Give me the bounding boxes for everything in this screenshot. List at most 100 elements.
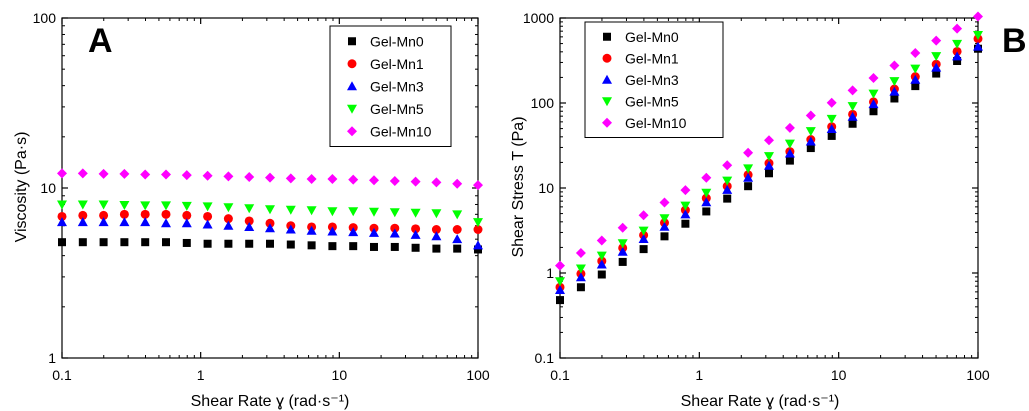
data-point [78,238,87,247]
data-point [555,285,565,295]
data-point [763,160,774,170]
data-point [723,194,732,203]
data-point [120,238,129,247]
legend-marker [602,74,612,84]
data-point [474,245,482,254]
data-point [868,89,879,99]
data-point [161,209,171,219]
y-tick-label: 100 [33,10,57,26]
x-axis-title-a: Shear Rate ɣ (rad·s⁻¹) [191,393,350,410]
data-point [973,11,983,22]
data-point [639,245,648,254]
series-gel-mn10 [57,168,483,191]
series-gel-mn5 [57,200,483,228]
data-point [659,214,670,224]
data-point [805,127,816,137]
legend-marker [348,37,356,46]
data-point [617,222,628,233]
data-point [555,260,565,271]
legend-label: Gel-Mn5 [625,93,679,109]
data-point [952,51,963,61]
data-point [889,60,900,71]
data-point [868,72,879,83]
data-point [826,114,837,124]
data-point [953,56,962,65]
data-point [306,225,317,235]
data-point [368,227,379,237]
data-point [244,221,255,231]
data-point [327,207,338,217]
data-point [140,217,151,227]
data-point [58,238,66,247]
x-tick-label: 100 [466,367,490,383]
data-point [744,182,753,191]
data-point [244,172,255,183]
data-point [869,107,878,116]
data-point [160,169,171,180]
legend-label: Gel-Mn5 [370,101,424,117]
y-tick-label: 1000 [523,10,554,26]
data-point [410,176,421,187]
data-point [473,218,483,228]
plot-area-a: 0.1 1 10 100110100Gel-Mn0Gel-Mn1Gel-Mn3Gel-… [33,10,490,383]
data-point [618,257,627,266]
data-point [452,225,462,235]
data-point [931,62,942,72]
data-point [244,216,254,226]
y-tick-label: 100 [531,95,555,111]
data-point [617,239,628,249]
chart-panel-a: A 0.1 1 10 100110100Gel-Mn0Gel-Mn1Gel-Mn3Ge… [13,10,490,410]
legend-label: Gel-Mn10 [625,115,687,131]
y-tick-label: 0.1 [535,350,555,366]
data-point [202,202,213,212]
data-point [911,82,920,91]
legend-label: Gel-Mn0 [625,29,679,45]
data-point [660,232,669,241]
legend-marker [602,97,612,107]
legend-marker [347,59,357,69]
legend-label: Gel-Mn3 [370,78,424,94]
data-point [223,203,234,213]
data-point [410,208,421,218]
x-tick-label: 1 [197,367,205,383]
legend-label: Gel-Mn3 [625,72,679,88]
series-gel-mn0 [58,238,482,254]
data-point [701,197,712,207]
data-point [473,180,483,191]
data-point [57,200,67,210]
data-point [223,171,234,182]
data-point [680,185,691,196]
data-point [411,243,420,252]
data-point [203,239,212,248]
data-point [348,227,359,237]
data-point [264,172,275,183]
data-point [847,111,858,121]
data-point [701,172,712,183]
data-point [285,205,296,215]
data-point [160,201,171,211]
data-point [202,219,213,229]
data-point [77,168,88,179]
data-point [617,246,628,256]
data-point [826,123,837,133]
data-point [410,229,421,239]
data-point [182,238,191,247]
data-point [763,152,774,162]
data-point [98,217,109,227]
data-point [680,209,691,219]
data-point [99,238,108,247]
series-gel-mn10 [555,11,983,271]
data-point [910,64,921,74]
data-point [743,172,754,182]
data-point [264,205,275,215]
data-point [805,136,816,146]
data-point [57,217,67,227]
series-gel-mn5 [555,31,983,287]
data-point [910,74,921,84]
data-point [389,175,400,186]
data-point [575,272,586,282]
data-point [597,270,606,279]
data-point [431,225,441,235]
panel-label-b: B [1002,22,1027,60]
data-point [57,211,67,221]
